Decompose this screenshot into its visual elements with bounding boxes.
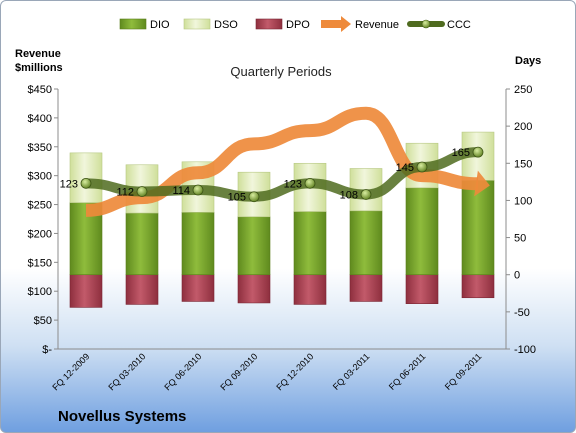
ccc-data-label: 105 xyxy=(228,192,246,204)
bar-dio xyxy=(405,187,439,276)
left-tick-label: $400 xyxy=(28,113,52,125)
bar-dpo xyxy=(69,274,103,308)
bar-dio xyxy=(237,216,271,276)
bar-dpo xyxy=(293,274,327,305)
right-tick-label: 0 xyxy=(514,270,520,282)
left-axis-title-line2: $millions xyxy=(15,62,63,74)
right-axis-title: Days xyxy=(515,55,541,67)
category-label: FQ 12-2009 xyxy=(50,351,91,392)
legend: DIO DSO DPO Revenue CCC xyxy=(119,16,471,32)
ccc-marker xyxy=(192,184,204,196)
revenue-arrowhead xyxy=(474,170,490,197)
left-tick-label: $250 xyxy=(28,200,52,212)
ccc-data-label: 112 xyxy=(116,187,134,199)
legend-item-ccc: CCC xyxy=(407,19,471,31)
left-tick-label: $350 xyxy=(28,142,52,154)
legend-label-dpo: DPO xyxy=(286,19,310,31)
ccc-data-label: 108 xyxy=(340,189,358,201)
left-tick-label: $100 xyxy=(28,286,52,298)
legend-label-revenue: Revenue xyxy=(355,19,399,31)
ccc-series: 123 112 114 105 123 108 145 165 xyxy=(60,146,484,204)
right-tick-label: 200 xyxy=(514,121,532,133)
bar-dio xyxy=(461,180,495,276)
legend-dot-ccc xyxy=(421,19,431,29)
category-label: FQ 03-2011 xyxy=(331,351,372,392)
legend-item-dio: DIO xyxy=(119,18,170,31)
right-tick-label: 100 xyxy=(514,195,532,207)
bar-dio xyxy=(293,211,327,276)
legend-item-dso: DSO xyxy=(183,18,238,31)
left-axis-ticks: $- $50 $100 $150 $200 $250 $300 $350 $400 $450 xyxy=(28,84,58,356)
right-axis-ticks: -100 -50 0 50 100 150 200 250 xyxy=(506,84,536,356)
ccc-data-label: 165 xyxy=(452,147,470,159)
chart-subtitle: Quarterly Periods xyxy=(230,64,332,79)
category-label: FQ 03-2010 xyxy=(106,351,147,392)
ccc-marker xyxy=(304,177,316,189)
category-label: FQ 09-2011 xyxy=(443,351,484,392)
ccc-marker xyxy=(136,186,148,197)
bar-dpo xyxy=(237,274,271,304)
right-tick-label: 50 xyxy=(514,233,526,245)
ccc-marker xyxy=(248,191,260,203)
bar-dio xyxy=(125,212,159,276)
ccc-marker xyxy=(360,189,372,200)
right-tick-label: -100 xyxy=(514,344,536,356)
bar-dpo xyxy=(181,274,215,302)
ccc-marker xyxy=(472,146,484,158)
legend-item-revenue: Revenue xyxy=(321,16,399,32)
right-tick-label: 250 xyxy=(514,84,532,96)
ccc-data-label: 123 xyxy=(284,178,302,190)
bar-dpo xyxy=(349,274,383,302)
ccc-data-label: 123 xyxy=(60,178,78,190)
legend-item-dpo: DPO xyxy=(255,18,310,31)
ccc-marker xyxy=(80,177,92,189)
left-tick-label: $450 xyxy=(28,84,52,96)
bar-dpo xyxy=(405,274,439,304)
category-label: FQ 06-2010 xyxy=(162,351,203,392)
bar-dpo xyxy=(461,274,495,299)
legend-label-dio: DIO xyxy=(150,19,170,31)
bar-dio xyxy=(349,210,383,276)
category-labels: FQ 12-2009 FQ 03-2010 FQ 06-2010 FQ 09-2010… xyxy=(50,351,483,392)
left-tick-label: $- xyxy=(42,344,52,356)
legend-label-dso: DSO xyxy=(214,19,238,31)
category-label: FQ 12-2010 xyxy=(274,351,315,392)
legend-label-ccc: CCC xyxy=(447,19,471,31)
left-tick-label: $50 xyxy=(34,315,52,327)
left-tick-label: $150 xyxy=(28,257,52,269)
bar-dpo xyxy=(125,274,159,305)
right-tick-label: 150 xyxy=(514,158,532,170)
legend-swatch-dso xyxy=(183,18,211,30)
legend-swatch-revenue xyxy=(321,16,351,32)
right-tick-label: -50 xyxy=(514,307,530,319)
ccc-data-label: 145 xyxy=(396,162,414,174)
company-name: Novellus Systems xyxy=(58,408,186,425)
category-label: FQ 06-2011 xyxy=(387,351,428,392)
left-tick-label: $200 xyxy=(28,228,52,240)
bar-series xyxy=(69,131,495,308)
legend-swatch-dpo xyxy=(255,18,283,30)
legend-swatch-dio xyxy=(119,18,147,30)
ccc-data-label: 114 xyxy=(172,185,190,197)
left-axis-title-line1: Revenue xyxy=(15,48,61,60)
category-label: FQ 09-2010 xyxy=(218,351,259,392)
ccc-marker xyxy=(416,161,428,173)
bar-dio xyxy=(181,212,215,276)
bar-dso xyxy=(69,152,103,203)
left-tick-label: $300 xyxy=(28,171,52,183)
